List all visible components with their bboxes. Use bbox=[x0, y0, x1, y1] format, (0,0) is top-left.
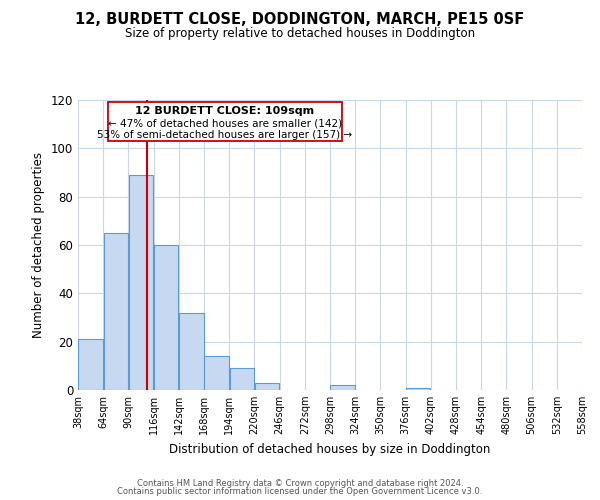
Bar bbox=[79, 339, 103, 390]
Y-axis label: Number of detached properties: Number of detached properties bbox=[32, 152, 45, 338]
Text: Size of property relative to detached houses in Doddington: Size of property relative to detached ho… bbox=[125, 28, 475, 40]
Bar bbox=[129, 175, 153, 390]
Text: ← 47% of detached houses are smaller (142): ← 47% of detached houses are smaller (14… bbox=[108, 118, 342, 128]
Bar bbox=[230, 368, 254, 390]
Bar bbox=[104, 233, 128, 390]
Text: 12 BURDETT CLOSE: 109sqm: 12 BURDETT CLOSE: 109sqm bbox=[135, 106, 314, 116]
Text: Contains public sector information licensed under the Open Government Licence v3: Contains public sector information licen… bbox=[118, 487, 482, 496]
Bar bbox=[406, 388, 430, 390]
Text: Contains HM Land Registry data © Crown copyright and database right 2024.: Contains HM Land Registry data © Crown c… bbox=[137, 478, 463, 488]
Bar bbox=[205, 356, 229, 390]
X-axis label: Distribution of detached houses by size in Doddington: Distribution of detached houses by size … bbox=[169, 442, 491, 456]
Bar bbox=[108, 102, 341, 141]
Text: 12, BURDETT CLOSE, DODDINGTON, MARCH, PE15 0SF: 12, BURDETT CLOSE, DODDINGTON, MARCH, PE… bbox=[76, 12, 524, 28]
Bar bbox=[331, 385, 355, 390]
Bar bbox=[179, 312, 203, 390]
Bar bbox=[154, 245, 178, 390]
Text: 53% of semi-detached houses are larger (157) →: 53% of semi-detached houses are larger (… bbox=[97, 130, 352, 140]
Bar bbox=[255, 383, 279, 390]
